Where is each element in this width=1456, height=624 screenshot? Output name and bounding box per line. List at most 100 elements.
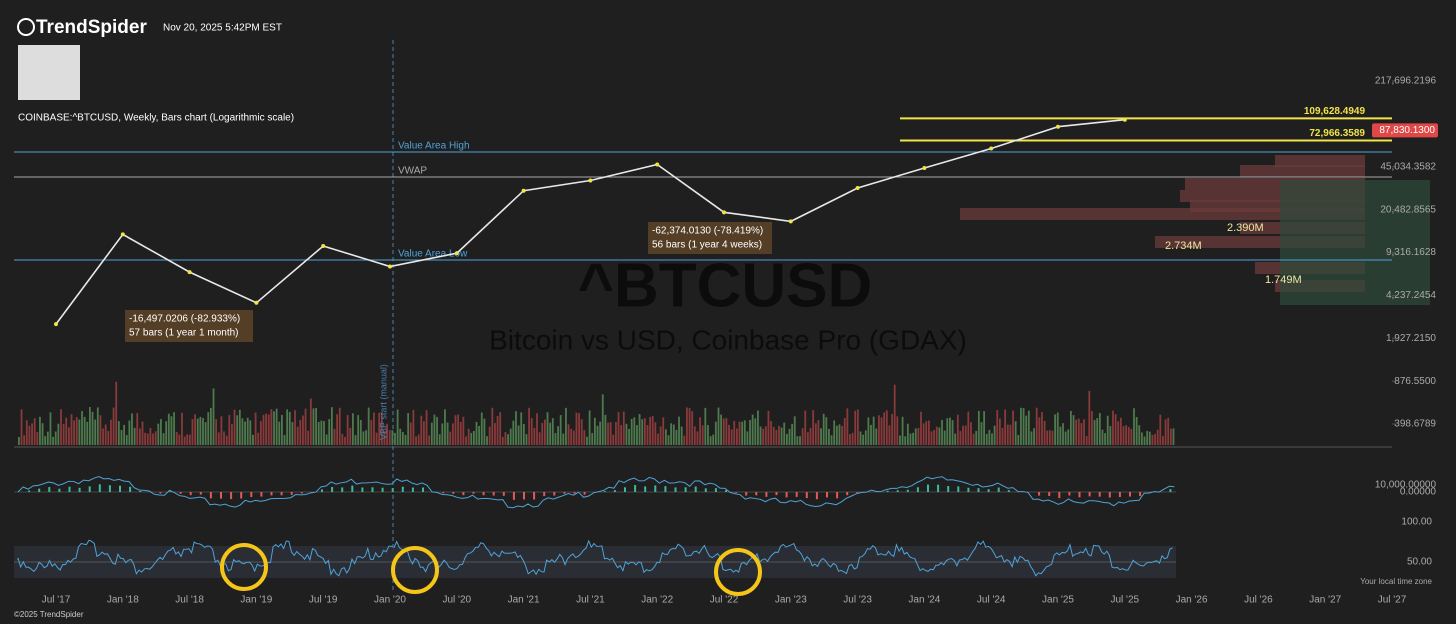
volume-bar [49, 412, 52, 445]
macd-hist [997, 487, 1000, 492]
volume-bar [607, 422, 609, 445]
price-point [788, 219, 793, 224]
vbp-label: VBP start (manual) [378, 364, 388, 440]
volume-bar [1104, 433, 1106, 445]
volume-bar [1046, 430, 1049, 445]
volume-bar [1043, 420, 1046, 445]
volume-bar [246, 417, 249, 445]
volume-bar [91, 411, 94, 445]
volume-bar [238, 409, 241, 445]
macd-hist [351, 485, 354, 492]
volume-bar [693, 426, 696, 445]
volume-bar [578, 413, 580, 445]
volume-bar [783, 422, 786, 445]
watermark-name: Bitcoin vs USD, Coinbase Pro (GDAX) [489, 324, 967, 355]
macd-hist [745, 492, 748, 496]
volume-bar [428, 435, 431, 445]
volume-bar [757, 410, 759, 445]
volume-bar [346, 415, 349, 445]
volume-bar [1014, 421, 1017, 445]
volume-bar [365, 430, 367, 445]
volume-bar [325, 434, 328, 445]
volume-bar [1125, 425, 1128, 445]
y-tick-label: 217,696.2196 [1375, 76, 1437, 87]
macd-hist [250, 492, 253, 497]
volume-bar [854, 410, 857, 445]
volume-bar [630, 418, 633, 445]
macd-hist [603, 491, 606, 492]
volume-bar [388, 430, 391, 445]
volume-bar [872, 416, 875, 445]
volume-bar [544, 419, 546, 445]
volume-bar [615, 422, 617, 445]
volume-bar [299, 419, 302, 445]
volume-bar [417, 434, 420, 445]
volume-bar [985, 433, 988, 445]
volume-bar [751, 414, 754, 445]
volume-bar [94, 419, 97, 445]
volume-bar [112, 407, 115, 445]
macd-hist [654, 485, 657, 492]
macd-hist [270, 492, 273, 496]
volume-bar [52, 436, 54, 445]
volume-bar [475, 421, 478, 445]
volume-profile-bar [960, 208, 1365, 220]
volume-bar [128, 420, 131, 445]
volume-bar [115, 381, 118, 445]
y-tick-label: 20,482.8565 [1380, 204, 1436, 215]
volume-bar [78, 419, 81, 445]
volume-bar [86, 421, 89, 445]
volume-bar [670, 423, 673, 445]
volume-bar [496, 415, 499, 445]
macd-hist [694, 486, 697, 492]
volume-bar [659, 426, 662, 445]
volume-bar [828, 428, 830, 445]
volume-bar [743, 420, 746, 445]
last-price-box [1372, 123, 1438, 138]
volume-bar [302, 415, 304, 445]
volume-bar [380, 412, 383, 445]
volume-bar [799, 436, 801, 445]
volume-bar [696, 431, 699, 445]
volume-bar [970, 422, 972, 445]
volume-bar [120, 430, 123, 445]
volume-bar [188, 434, 191, 445]
macd-hist [139, 490, 142, 492]
volume-bar [846, 408, 849, 445]
price-point [521, 188, 526, 193]
volume-profile-zone [1280, 180, 1430, 305]
volume-bar [265, 413, 268, 445]
volume-bar [686, 407, 688, 445]
volume-bar [25, 420, 28, 445]
macd-hist [815, 492, 818, 500]
volume-bar [707, 425, 709, 445]
y-tick-label: 4,237.2454 [1386, 290, 1436, 301]
macd-hist [300, 492, 303, 494]
reference-label: Value Area Low [398, 249, 468, 260]
volume-bar [901, 416, 904, 445]
volume-bar [512, 420, 515, 445]
volume-bar [896, 416, 899, 445]
macd-hist [361, 487, 364, 492]
volume-bar [83, 416, 86, 445]
volume-bar [620, 425, 623, 445]
volume-bar [583, 430, 586, 445]
price-point [722, 210, 726, 215]
volume-bar [959, 431, 962, 445]
macd-hist [916, 487, 919, 492]
volume-bar [175, 431, 178, 445]
volume-bar [688, 408, 691, 445]
annotation-change: -62,374.0130 (-78.419%) [652, 226, 763, 237]
macd-hist [1058, 492, 1061, 499]
volume-bar [541, 422, 544, 445]
volume-bar [530, 418, 533, 445]
volume-bar [528, 407, 531, 445]
volume-bar [972, 433, 975, 445]
volume-bar [717, 407, 720, 445]
macd-hist [512, 492, 515, 500]
volume-bar [1048, 430, 1051, 445]
macd-hist [240, 492, 243, 499]
symbol-line: COINBASE:^BTCUSD, Weekly, Bars chart (Lo… [18, 113, 294, 124]
volume-bar [317, 421, 320, 445]
volume-bar [225, 435, 228, 445]
